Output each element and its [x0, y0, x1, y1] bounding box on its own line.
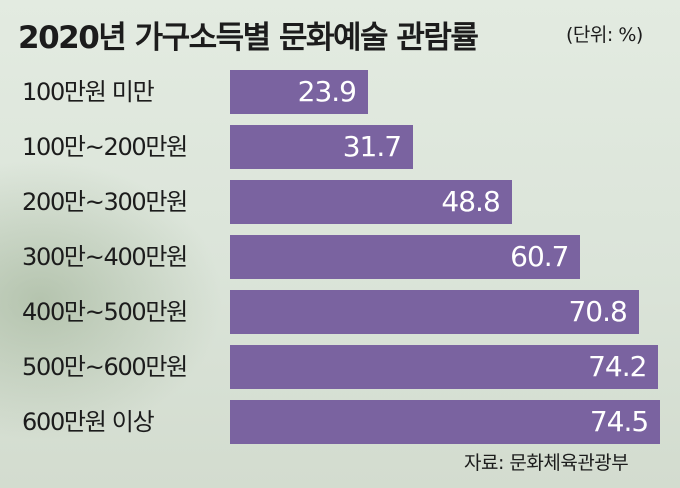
bar — [230, 70, 368, 114]
bar-value-label: 31.7 — [342, 130, 402, 163]
category-label: 100만원 미만 — [22, 78, 155, 106]
category-label: 500만~600만원 — [22, 353, 188, 381]
unit-label: (단위: %) — [566, 24, 643, 46]
bar — [230, 125, 414, 169]
bar-value-label: 23.9 — [297, 75, 357, 108]
bar — [230, 290, 639, 334]
bar — [230, 400, 661, 444]
bar — [230, 235, 581, 279]
bar-value-label: 74.5 — [589, 405, 649, 438]
bar-value-label: 74.2 — [588, 350, 647, 383]
bar-value-label: 48.8 — [441, 185, 500, 218]
category-label: 100만~200만원 — [22, 133, 188, 161]
chart-title: 2020년 가구소득별 문화예술 관람률 — [18, 20, 479, 56]
category-label: 400만~500만원 — [22, 298, 188, 326]
bar — [230, 345, 659, 389]
category-label: 600만원 이상 — [22, 408, 155, 436]
category-label: 300만~400만원 — [22, 243, 188, 271]
bar-value-label: 60.7 — [510, 240, 569, 273]
source-note: 자료: 문화체육관광부 — [464, 452, 629, 474]
bar — [230, 180, 512, 224]
category-label: 200만~300만원 — [22, 188, 188, 216]
bar-value-label: 70.8 — [568, 295, 627, 328]
